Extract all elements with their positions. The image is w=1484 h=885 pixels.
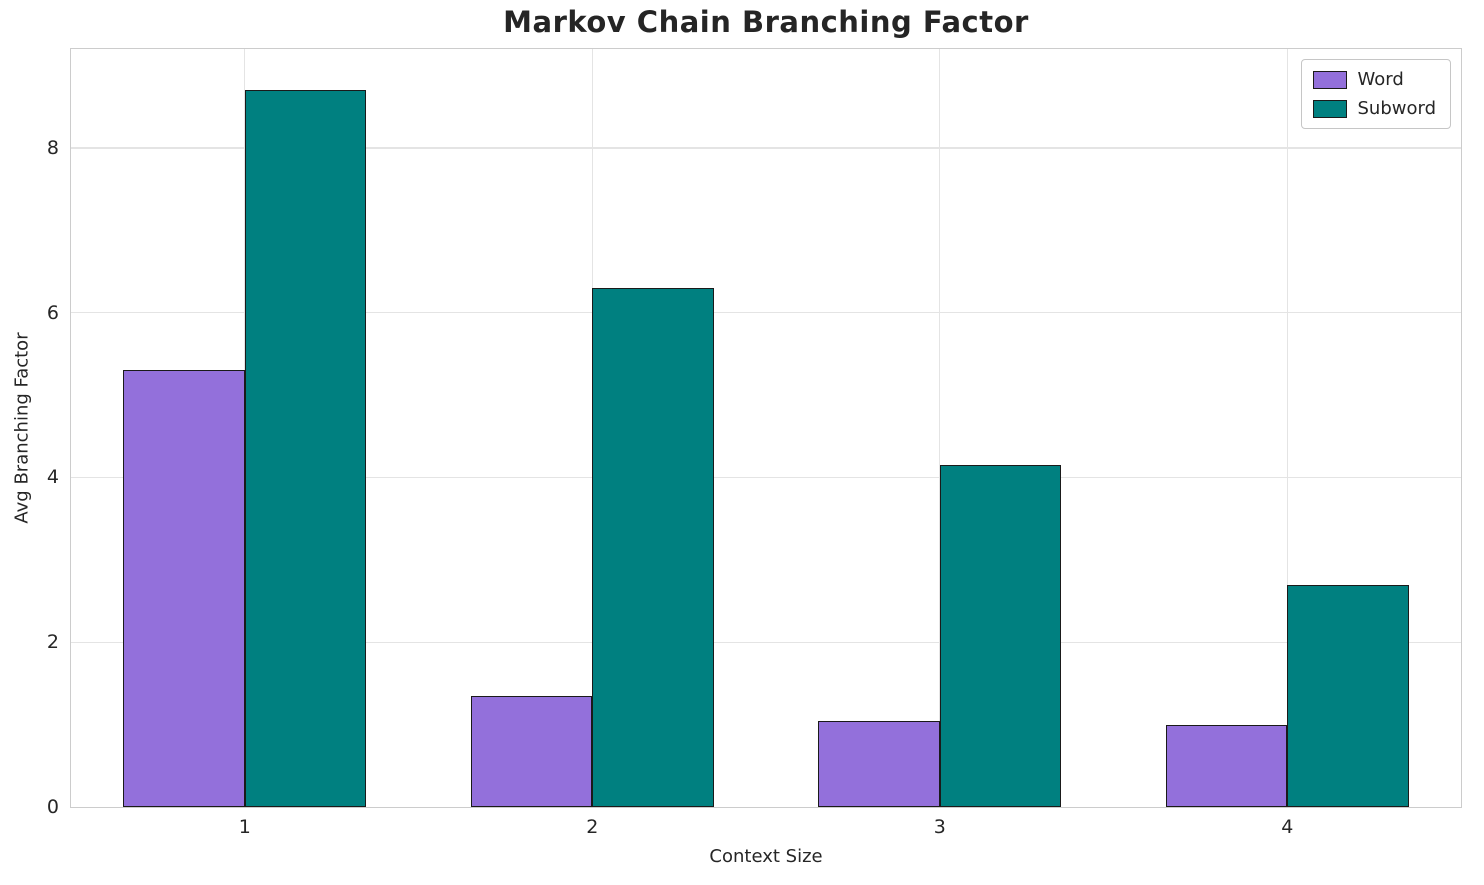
plot-area: Word Subword 0 2 4 6 8 1 2 3 4: [47, 48, 1462, 838]
y-gridline: [71, 311, 1461, 314]
x-gridline: [1286, 49, 1288, 807]
legend-item-word: Word: [1313, 69, 1436, 90]
y-axis-label: Avg Branching Factor: [11, 332, 33, 524]
legend-label-word: Word: [1357, 69, 1404, 90]
x-tick-label: 4: [1281, 816, 1294, 838]
y-tick-label: 2: [46, 631, 59, 654]
x-tick-label: 3: [933, 816, 946, 838]
y-gridline: [71, 641, 1461, 643]
x-gridline: [591, 49, 593, 807]
bar-word-context-4: [1165, 724, 1288, 807]
chart-title: Markov Chain Branching Factor: [503, 5, 1029, 39]
bar-subword-context-3: [939, 465, 1062, 807]
bar-word-context-2: [470, 695, 593, 807]
y-tick-label: 4: [46, 466, 59, 489]
y-tick-label: 8: [46, 136, 59, 159]
bar-subword-context-2: [592, 287, 714, 807]
x-gridline: [939, 49, 941, 807]
y-tick-label: 0: [46, 796, 59, 818]
y-tick-label: 6: [46, 301, 59, 324]
y-gridline: [71, 147, 1461, 149]
bar-subword-context-4: [1287, 584, 1409, 807]
legend: Word Subword: [1301, 59, 1451, 129]
x-axis-label: Context Size: [709, 846, 823, 867]
subword-swatch: [1313, 99, 1348, 118]
x-tick-label: 1: [238, 816, 251, 838]
bar-word-context-1: [123, 370, 245, 807]
x-tick-label: 2: [586, 816, 599, 838]
legend-label-subword: Subword: [1357, 98, 1436, 119]
bar-word-context-3: [818, 720, 940, 807]
word-swatch: [1313, 70, 1348, 89]
y-gridline: [71, 476, 1461, 479]
bar-subword-context-1: [244, 90, 367, 807]
legend-item-subword: Subword: [1313, 98, 1436, 119]
